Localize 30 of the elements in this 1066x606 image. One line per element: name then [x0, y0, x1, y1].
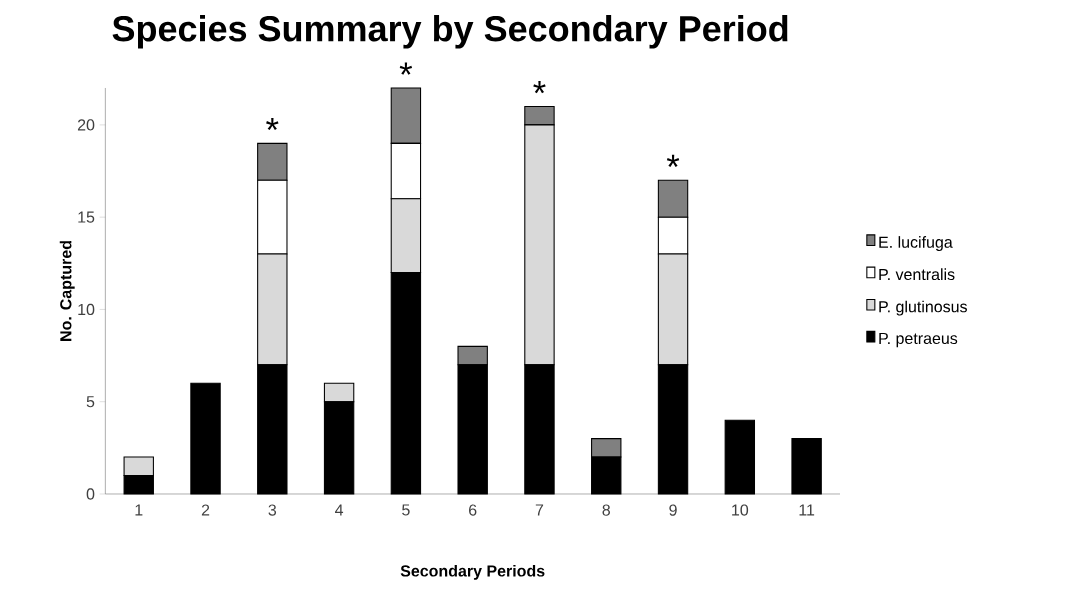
x-axis-title: Secondary Periods: [400, 564, 545, 580]
annotation: *: [666, 154, 680, 167]
y-tick-label: 5: [86, 396, 95, 408]
y-tick-label: 0: [86, 488, 95, 500]
x-tick-label: 2: [201, 504, 210, 516]
x-tick-label: 5: [402, 504, 410, 516]
annotation: *: [399, 62, 413, 75]
legend-label: P. glutinosus: [879, 300, 967, 316]
legend-label: E. lucifuga: [879, 236, 953, 252]
legend-label: P. petraeus: [879, 332, 958, 348]
y-tick-label: 10: [78, 303, 95, 316]
chart-title: Species Summary by Secondary Period: [112, 15, 788, 49]
annotation: *: [533, 80, 546, 94]
y-tick-label: 15: [78, 211, 95, 223]
x-tick-label: 7: [535, 504, 544, 516]
bar: [791, 438, 822, 495]
bar: [190, 382, 221, 495]
y-tick-label: 20: [77, 119, 95, 131]
x-tick-label: 11: [799, 504, 815, 516]
legend-label: P. ventralis: [879, 268, 955, 281]
annotation: *: [266, 117, 279, 131]
x-tick-label: 9: [669, 504, 677, 516]
x-tick-label: 4: [335, 504, 344, 516]
x-tick-label: 8: [602, 504, 610, 516]
bar: [724, 419, 756, 495]
x-tick-label: 3: [268, 504, 277, 516]
x-tick-label: 1: [135, 504, 143, 516]
x-tick-label: 10: [732, 504, 749, 516]
x-tick-label: 6: [469, 504, 477, 516]
y-axis-title: No. Captured: [59, 241, 75, 341]
